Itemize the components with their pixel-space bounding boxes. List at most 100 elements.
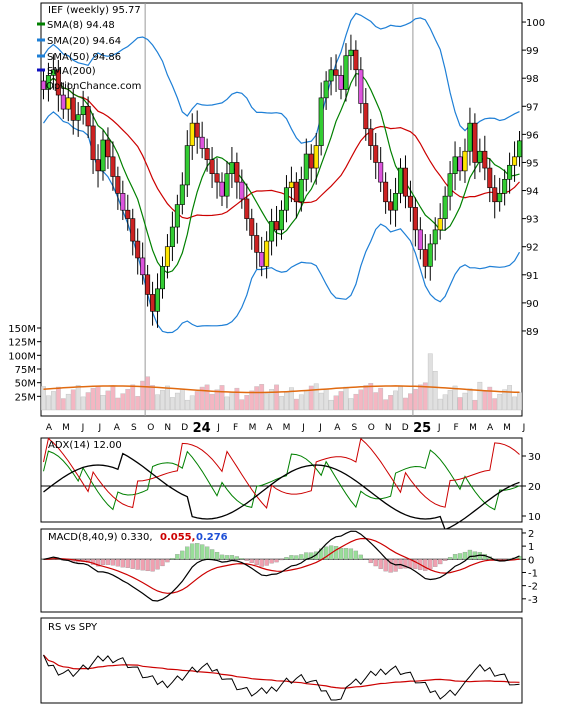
volume-tick-label: 50M <box>15 379 36 390</box>
x-axis-label: M <box>283 423 291 433</box>
candle-body <box>140 257 146 276</box>
macd-histogram-bar <box>368 559 373 564</box>
macd-histogram-bar <box>195 543 200 560</box>
volume-bar <box>398 386 403 411</box>
price-y-tick-label: 90 <box>526 299 539 310</box>
volume-bar <box>457 397 463 411</box>
volume-bar <box>447 390 453 411</box>
macd-histogram-bar <box>433 559 438 567</box>
macd-histogram-bar <box>214 551 220 560</box>
volume-bar <box>46 395 51 411</box>
macd-histogram-bar <box>438 559 443 565</box>
candle-body <box>422 249 428 267</box>
x-axis-label: J <box>522 423 526 433</box>
rs-panel <box>40 617 523 704</box>
volume-bar <box>219 385 225 411</box>
macd-histogram-bar <box>234 556 240 560</box>
sma20-line <box>43 77 520 220</box>
candle-body <box>368 128 374 146</box>
volume-tick-label: 150M <box>8 324 36 335</box>
volume-bar <box>512 396 517 411</box>
candle-body <box>512 156 518 166</box>
volume-bar <box>100 395 106 411</box>
candle-body <box>70 97 76 121</box>
macd-histogram-bar <box>452 554 458 560</box>
candle-body <box>80 105 86 116</box>
macd-histogram-bar <box>120 559 125 568</box>
volume-bar <box>393 390 398 411</box>
volume-bar <box>50 391 56 411</box>
sma20-legend: SMA(20) 94.64 <box>47 36 121 47</box>
x-axis-label: N <box>385 423 392 433</box>
candle-body <box>224 173 230 197</box>
candle-body <box>135 240 141 259</box>
volume-bar <box>165 385 170 411</box>
macd-histogram-bar <box>155 559 160 570</box>
candle-body <box>427 243 433 267</box>
candle-body <box>308 153 314 169</box>
volume-bar <box>432 370 438 411</box>
volume-bar <box>289 387 294 411</box>
x-axis-label: M <box>469 423 477 433</box>
x-axis-label: J <box>301 423 305 433</box>
macd-histogram-bar <box>100 559 106 565</box>
x-axis-label: F <box>233 423 238 433</box>
macd-histogram-bar <box>150 559 155 572</box>
macd-histogram-bar <box>378 559 383 569</box>
volume-bar <box>90 387 96 411</box>
candle-body <box>318 97 324 146</box>
candle-body <box>189 122 195 146</box>
candle-body <box>159 266 165 290</box>
candle-body <box>120 193 126 211</box>
volume-tick-label: 75M <box>15 365 36 376</box>
volume-bar <box>214 389 220 411</box>
volume-bar <box>155 394 160 411</box>
macd-histogram-bar <box>190 543 195 560</box>
volume-average-line <box>43 385 520 394</box>
volume-bar <box>284 391 289 411</box>
macd-histogram-bar <box>457 553 463 560</box>
candle-body <box>348 49 354 57</box>
price-y-tick-label: 91 <box>526 271 539 282</box>
volume-bar <box>85 392 91 411</box>
volume-bar <box>70 389 76 411</box>
macd-histogram-bar <box>274 559 279 563</box>
candle-body <box>283 187 289 211</box>
adx-title: ADX(14) 12.00 <box>48 440 122 451</box>
volume-bar <box>75 385 81 411</box>
candle-body <box>65 97 71 110</box>
x-axis-label: M <box>503 423 511 433</box>
macd-histogram-bar <box>299 554 304 560</box>
candle-body <box>467 122 473 152</box>
x-axis-label: A <box>334 423 341 433</box>
macd-histogram-bar <box>254 559 259 566</box>
x-axis-label: A <box>46 423 53 433</box>
candle-body <box>358 69 364 104</box>
macd-histogram-bar <box>105 559 111 565</box>
candle-body <box>179 184 185 205</box>
volume-bar <box>150 385 155 411</box>
volume-bar <box>308 385 314 411</box>
macd-histogram-bar <box>294 555 299 560</box>
rs-line <box>43 654 520 701</box>
candle-body <box>125 209 131 219</box>
candle-body <box>259 252 265 267</box>
volume-bar <box>328 399 334 411</box>
x-axis-label: A <box>266 423 273 433</box>
candle-body <box>75 114 81 121</box>
candle-body <box>462 150 468 172</box>
volume-bar <box>417 384 423 411</box>
x-axis-label: A <box>487 423 494 433</box>
macd-histogram-bar <box>279 559 284 561</box>
macd-histogram-bar <box>170 558 175 560</box>
volume-bar <box>55 386 61 411</box>
volume-bar <box>467 388 473 411</box>
macd-histogram-bar <box>204 546 210 560</box>
candle-body <box>353 49 359 71</box>
candle-body <box>487 167 493 189</box>
candle-body <box>194 122 200 138</box>
candle-body <box>437 218 443 231</box>
macd-histogram-bar <box>185 546 190 560</box>
candle-body <box>343 55 349 90</box>
candle-body <box>378 162 384 183</box>
